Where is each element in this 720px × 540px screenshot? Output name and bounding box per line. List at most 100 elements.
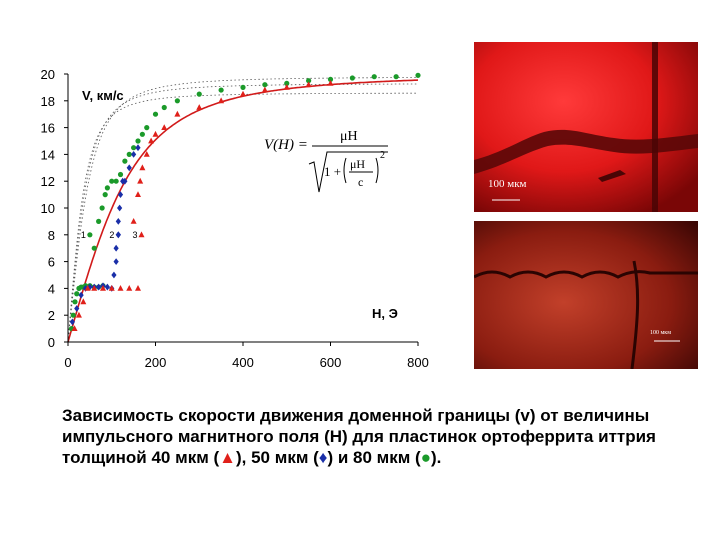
series-3-point bbox=[261, 86, 268, 93]
diamond-symbol: ♦ bbox=[318, 448, 328, 467]
formula-paren-left bbox=[343, 157, 347, 184]
series-1-point bbox=[371, 74, 377, 80]
series-2-point bbox=[131, 151, 137, 158]
series-1-point bbox=[113, 178, 119, 184]
series-2-point bbox=[117, 191, 124, 198]
series-3-point bbox=[305, 81, 312, 88]
formula-inner-denominator: c bbox=[358, 175, 363, 189]
chart-labels: V, км/с H, Э bbox=[82, 88, 398, 321]
caption-text-d: ). bbox=[431, 448, 442, 467]
formula-sqrt-sign bbox=[308, 151, 388, 193]
series-3-point bbox=[174, 110, 181, 117]
series-3-point bbox=[130, 218, 137, 224]
formula: V(H) = μH 1 + μH c 2 bbox=[264, 129, 388, 193]
series-1-point bbox=[126, 151, 132, 157]
series-3-point bbox=[161, 124, 168, 130]
series-1-point bbox=[70, 312, 76, 318]
y-tick-label: 6 bbox=[48, 255, 55, 270]
series-3-point bbox=[126, 285, 133, 291]
formula-inner-numerator: μH bbox=[350, 157, 365, 171]
series-label-1: 1 bbox=[81, 230, 86, 240]
micrograph-bottom: 100 мкм bbox=[474, 221, 698, 369]
series-3-point bbox=[218, 97, 225, 104]
series-3-point bbox=[84, 285, 91, 291]
series-3-point bbox=[135, 285, 141, 291]
series-1-point bbox=[102, 192, 108, 198]
figure-caption: Зависимость скорости движения доменной г… bbox=[62, 405, 712, 468]
series-2-point bbox=[122, 177, 128, 185]
series-3-point bbox=[75, 311, 82, 318]
x-tick-label: 0 bbox=[64, 355, 71, 370]
series-label-marker bbox=[115, 231, 121, 239]
guide-curve bbox=[67, 77, 418, 343]
series-3-point bbox=[148, 137, 155, 144]
series-2-point bbox=[104, 283, 110, 291]
series-2-point bbox=[74, 305, 80, 312]
series-1-point bbox=[174, 98, 180, 104]
series-3-point bbox=[139, 164, 146, 171]
series-3-point bbox=[117, 285, 124, 291]
series-2-point bbox=[115, 218, 121, 225]
series-label-marker bbox=[87, 232, 93, 238]
series-3-point bbox=[143, 151, 150, 157]
triangle-symbol: ▲ bbox=[219, 448, 236, 467]
series-2-point bbox=[87, 283, 93, 291]
caption-text-c: ) и 80 мкм ( bbox=[327, 448, 421, 467]
formula-paren-right bbox=[375, 157, 379, 184]
formula-lhs: V(H) = bbox=[264, 137, 308, 153]
series-3-point bbox=[327, 79, 334, 86]
formula-numerator: μH bbox=[340, 129, 358, 144]
series-1-point bbox=[196, 91, 202, 97]
y-tick-label: 20 bbox=[41, 67, 55, 82]
series-1-point bbox=[131, 145, 137, 151]
scale-bar-label-bottom: 100 мкм bbox=[650, 330, 672, 336]
series-label-2: 2 bbox=[109, 230, 114, 240]
caption-text-a: Зависимость скорости движения доменной г… bbox=[62, 406, 656, 467]
series-1-point bbox=[161, 104, 167, 111]
series-2-point bbox=[113, 258, 119, 265]
series-1-point bbox=[104, 185, 110, 191]
x-tick-label: 600 bbox=[320, 355, 342, 370]
y-tick-label: 12 bbox=[41, 174, 55, 189]
series-3-point bbox=[108, 285, 115, 291]
series-1-point bbox=[99, 205, 105, 211]
series-2-point bbox=[126, 164, 132, 172]
series-1-point bbox=[135, 138, 141, 144]
series-2-point bbox=[135, 144, 141, 152]
y-tick-label: 18 bbox=[41, 94, 55, 109]
y-tick-label: 16 bbox=[41, 121, 55, 136]
plot-area: 1 2 3 bbox=[67, 72, 421, 343]
series-3-point bbox=[100, 285, 106, 291]
series-3-point bbox=[71, 325, 78, 331]
y-tick-label: 0 bbox=[48, 335, 55, 350]
series-1-point bbox=[327, 76, 334, 82]
x-tick-label: 800 bbox=[407, 355, 429, 370]
x-axis-label: H, Э bbox=[372, 306, 398, 321]
series-1-point bbox=[415, 72, 421, 78]
y-axis-label: V, км/с bbox=[82, 88, 124, 103]
series-3-point bbox=[196, 104, 203, 110]
series-3-point bbox=[137, 177, 144, 184]
y-tick-label: 14 bbox=[41, 147, 55, 162]
series-1-point bbox=[349, 75, 355, 81]
scale-bar-label-top: 100 мкм bbox=[488, 178, 527, 190]
series-1-point bbox=[262, 82, 268, 88]
series-1-point bbox=[240, 84, 246, 90]
series-2-point bbox=[78, 291, 84, 299]
series-2-point bbox=[96, 283, 102, 291]
formula-one-plus: 1 + bbox=[324, 164, 341, 179]
series-2-point bbox=[113, 244, 119, 252]
guide-curve bbox=[67, 92, 418, 343]
series-1-point bbox=[96, 218, 102, 224]
series-3-point bbox=[80, 298, 87, 305]
fit-curve bbox=[67, 79, 419, 343]
micrograph-bottom-image bbox=[474, 221, 698, 369]
micrograph-top: 100 мкм bbox=[474, 42, 698, 212]
series-1-point bbox=[218, 87, 224, 93]
y-tick-label: 10 bbox=[41, 201, 55, 216]
series-3-point bbox=[283, 84, 290, 90]
y-tick-label: 8 bbox=[48, 228, 55, 243]
x-tick-label: 200 bbox=[145, 355, 167, 370]
